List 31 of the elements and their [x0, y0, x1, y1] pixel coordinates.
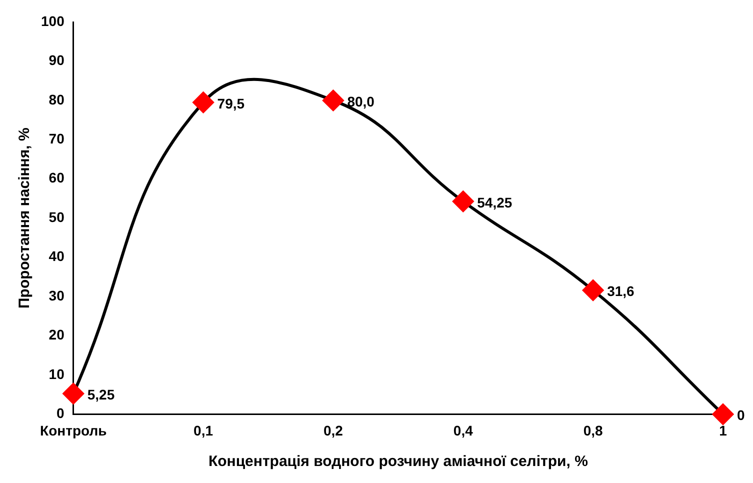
y-tick-label: 10 — [48, 366, 65, 382]
data-label: 79,5 — [217, 95, 245, 112]
data-label: 0 — [737, 407, 745, 424]
y-tick-label: 60 — [48, 170, 65, 186]
data-label: 31,6 — [607, 283, 635, 300]
x-tick-label: 1 — [719, 422, 728, 438]
y-tick-label: 20 — [48, 326, 65, 343]
y-axis-title: Проростання насіння, % — [16, 128, 34, 308]
point — [322, 90, 344, 111]
data-label: 54,25 — [477, 194, 512, 210]
data-label: 80,0 — [347, 93, 375, 110]
point — [192, 92, 214, 113]
point — [452, 190, 474, 212]
x-tick-label: 0,2 — [323, 422, 344, 438]
data-label: 5,25 — [87, 386, 115, 402]
x-tick-label: 0,4 — [453, 422, 474, 438]
point — [62, 383, 84, 404]
x-tick-label: 0,1 — [194, 422, 214, 438]
point — [712, 404, 734, 425]
x-axis-title: Концентрація водного розчину аміачної селітри, % — [208, 453, 588, 470]
y-tick-label: 90 — [48, 52, 65, 68]
y-tick-label: 0 — [56, 405, 65, 422]
y-tick-label: 100 — [41, 12, 65, 29]
x-tick-label: 0,8 — [583, 422, 604, 438]
y-tick-label: 70 — [48, 130, 65, 147]
point — [582, 280, 604, 301]
y-tick-label: 80 — [48, 91, 65, 108]
x-tick-label: Контроль — [40, 422, 108, 438]
y-tick-label: 50 — [48, 208, 65, 225]
y-tick-label: 40 — [48, 248, 65, 264]
y-tick-label: 30 — [48, 287, 65, 304]
